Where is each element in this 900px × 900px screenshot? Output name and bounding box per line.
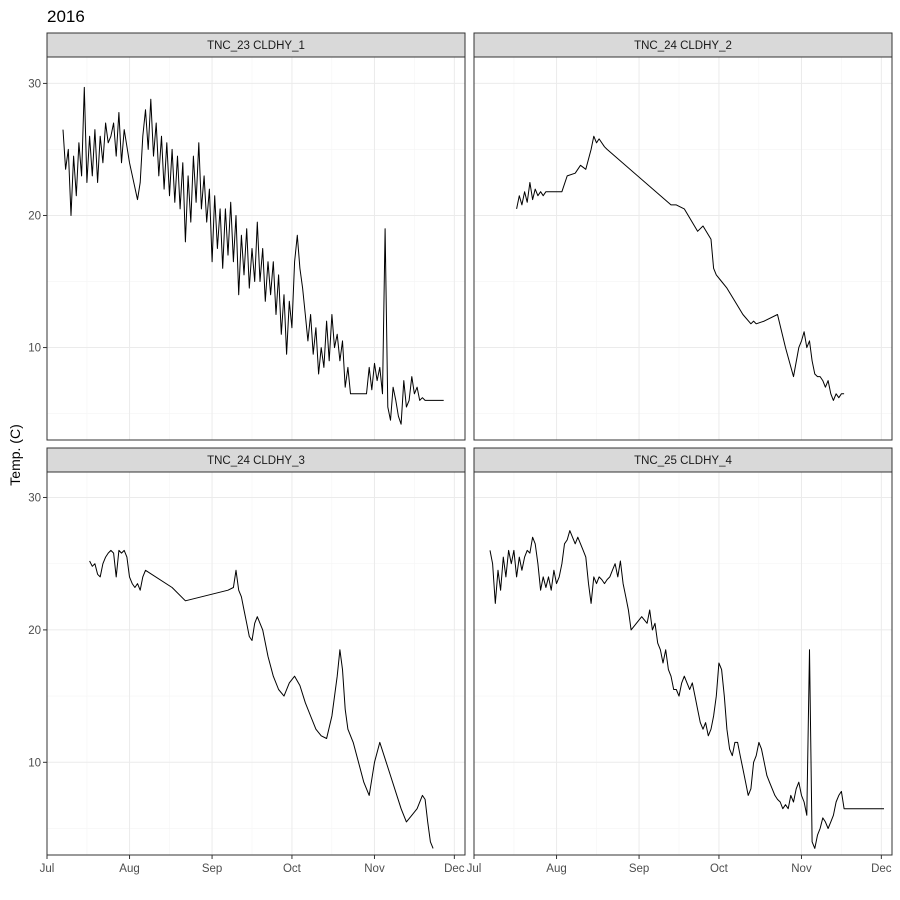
x-tick-label: Jul — [40, 863, 55, 875]
facet-panels: TNC_23 CLDHY_1 10 20 30 TNC_24 CLDHY_2 TNC_24… — [28, 32, 893, 875]
x-tick-label: Nov — [791, 863, 812, 875]
y-tick-label: 10 — [28, 343, 41, 355]
facet-strip — [473, 447, 893, 473]
facet-strip-label: TNC_25 CLDHY_4 — [634, 455, 732, 467]
x-tick-label: Aug — [546, 863, 566, 875]
facet-strip-label: TNC_24 CLDHY_2 — [634, 40, 732, 52]
facet-panel: TNC_23 CLDHY_1 10 20 30 — [28, 32, 466, 441]
y-axis-title: Temp. (C) — [7, 424, 23, 485]
y-tick-label: 30 — [28, 78, 41, 90]
x-tick-label: Sep — [629, 863, 649, 875]
temperature-series-line — [62, 86, 444, 425]
facet-strip-label: TNC_23 CLDHY_1 — [207, 40, 305, 52]
facet-strip — [46, 447, 466, 473]
y-tick-label: 20 — [28, 210, 41, 222]
x-tick-label: Dec — [871, 863, 892, 875]
x-tick-label: Dec — [444, 863, 465, 875]
panel-background — [47, 471, 465, 855]
temperature-series-line — [89, 549, 434, 849]
panel-background — [474, 471, 892, 855]
temperature-series-line — [516, 135, 845, 401]
facet-panel: TNC_24 CLDHY_2 — [473, 32, 893, 441]
y-tick-label: 10 — [28, 757, 41, 769]
y-tick-label: 30 — [28, 492, 41, 504]
x-tick-label: Aug — [119, 863, 139, 875]
facet-strip — [473, 32, 893, 58]
facet-strip-label: TNC_24 CLDHY_3 — [207, 455, 305, 467]
facet-panel: TNC_25 CLDHY_4 Jul Aug Sep Oct Nov Dec — [467, 447, 893, 875]
x-tick-label: Jul — [467, 863, 482, 875]
x-tick-label: Oct — [710, 863, 729, 875]
facet-panel: TNC_24 CLDHY_3 10 20 30 Jul Aug Sep Oct Nov Dec — [28, 447, 466, 875]
temperature-series-line — [489, 530, 884, 849]
y-tick-label: 20 — [28, 625, 41, 637]
panel-background — [474, 57, 892, 440]
x-tick-label: Sep — [202, 863, 222, 875]
facet-strip — [46, 32, 466, 58]
chart-title: 2016 — [47, 7, 85, 26]
x-tick-label: Oct — [283, 863, 302, 875]
x-tick-label: Nov — [364, 863, 385, 875]
